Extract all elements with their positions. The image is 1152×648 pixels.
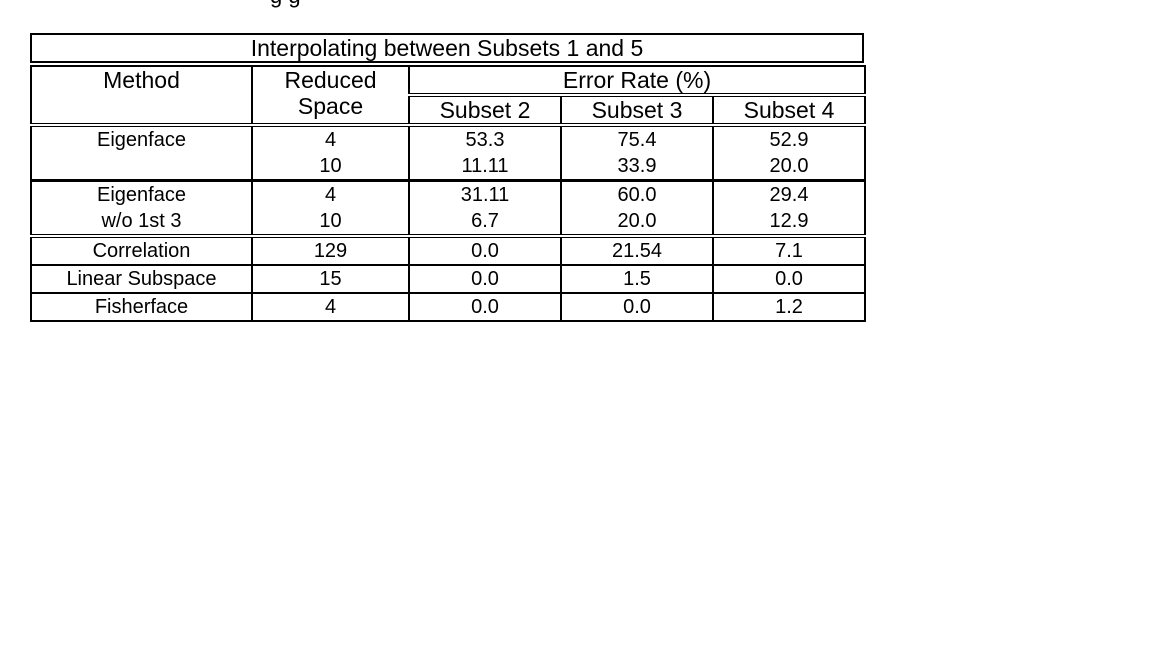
error-value: 1.2 [711, 292, 867, 322]
space-cell: 4 10 [251, 124, 410, 182]
space-value: 129 [251, 235, 410, 266]
method-cell: Eigenface [30, 124, 253, 182]
table-row: Linear Subspace 15 0.0 1.5 0.0 [30, 264, 867, 294]
results-table-container: Interpolating between Subsets 1 and 5 Me… [30, 33, 867, 322]
error-value: 0.0 [408, 292, 562, 322]
subset3-cell: 75.4 33.9 [560, 124, 714, 182]
method-label: Eigenface [97, 184, 186, 206]
header-subset-4: Subset 4 [711, 94, 867, 127]
space-value: 10 [319, 155, 342, 177]
header-row-bottom: Subset 2 Subset 3 Subset 4 [31, 94, 867, 127]
error-value: 31.11 [460, 184, 510, 206]
header-subset-3: Subset 3 [560, 94, 714, 127]
header-error-rate: Error Rate (%) [407, 65, 867, 97]
error-value: 7.1 [711, 235, 867, 266]
space-cell: 4 10 [251, 179, 410, 238]
header-method: Method [30, 65, 253, 126]
space-value: 15 [251, 264, 410, 294]
method-label: Correlation [30, 235, 253, 266]
header-subset-2: Subset 2 [408, 94, 562, 127]
error-value: 29.4 [769, 184, 809, 206]
table-row: Eigenface w/o 1st 3 4 10 31.11 6.7 60.0 … [30, 179, 867, 238]
error-value: 21.54 [560, 235, 714, 266]
space-value: 4 [251, 292, 410, 322]
subset3-cell: 60.0 20.0 [560, 179, 714, 238]
space-value: 10 [319, 210, 342, 232]
error-value: 0.0 [408, 235, 562, 266]
table-row: Fisherface 4 0.0 0.0 1.2 [30, 292, 867, 322]
error-value: 20.0 [769, 155, 809, 177]
subset2-cell: 31.11 6.7 [408, 179, 562, 238]
clipped-top-text: g g [270, 0, 301, 7]
method-cell: Eigenface w/o 1st 3 [30, 179, 253, 238]
table-row: Correlation 129 0.0 21.54 7.1 [30, 235, 867, 266]
results-table: Method Reduced Space Error Rate (%) Subs… [30, 65, 867, 322]
method-label-line2 [33, 153, 250, 178]
error-value: 0.0 [408, 264, 562, 294]
error-value: 0.0 [711, 264, 867, 294]
table-title: Interpolating between Subsets 1 and 5 [30, 33, 864, 63]
error-value: 12.9 [769, 210, 809, 232]
method-label: Fisherface [30, 292, 253, 322]
table-row: Eigenface 4 10 53.3 11.11 75.4 33.9 52.9 [30, 124, 867, 182]
header-reduced-space-line1: Reduced [284, 67, 377, 93]
method-label: Eigenface [97, 129, 186, 151]
space-value: 4 [324, 184, 337, 206]
error-value: 33.9 [617, 155, 657, 177]
error-value: 0.0 [560, 292, 714, 322]
header-reduced-space: Reduced Space [251, 65, 410, 127]
subset4-cell: 29.4 12.9 [711, 179, 867, 238]
space-value: 4 [324, 129, 337, 151]
error-value: 11.11 [461, 155, 509, 177]
header-reduced-space-line2: Space [297, 93, 364, 119]
method-label: Linear Subspace [30, 264, 253, 294]
error-value: 6.7 [471, 210, 499, 232]
error-value: 53.3 [465, 129, 505, 151]
subset2-cell: 53.3 11.11 [408, 124, 562, 182]
error-value: 52.9 [769, 129, 809, 151]
error-value: 75.4 [617, 129, 657, 151]
error-value: 60.0 [617, 184, 657, 206]
method-label-line2: w/o 1st 3 [101, 210, 182, 232]
error-value: 20.0 [617, 210, 657, 232]
error-value: 1.5 [560, 264, 714, 294]
header-row-top: Method Reduced Space Error Rate (%) [30, 65, 867, 127]
subset4-cell: 52.9 20.0 [711, 124, 867, 182]
